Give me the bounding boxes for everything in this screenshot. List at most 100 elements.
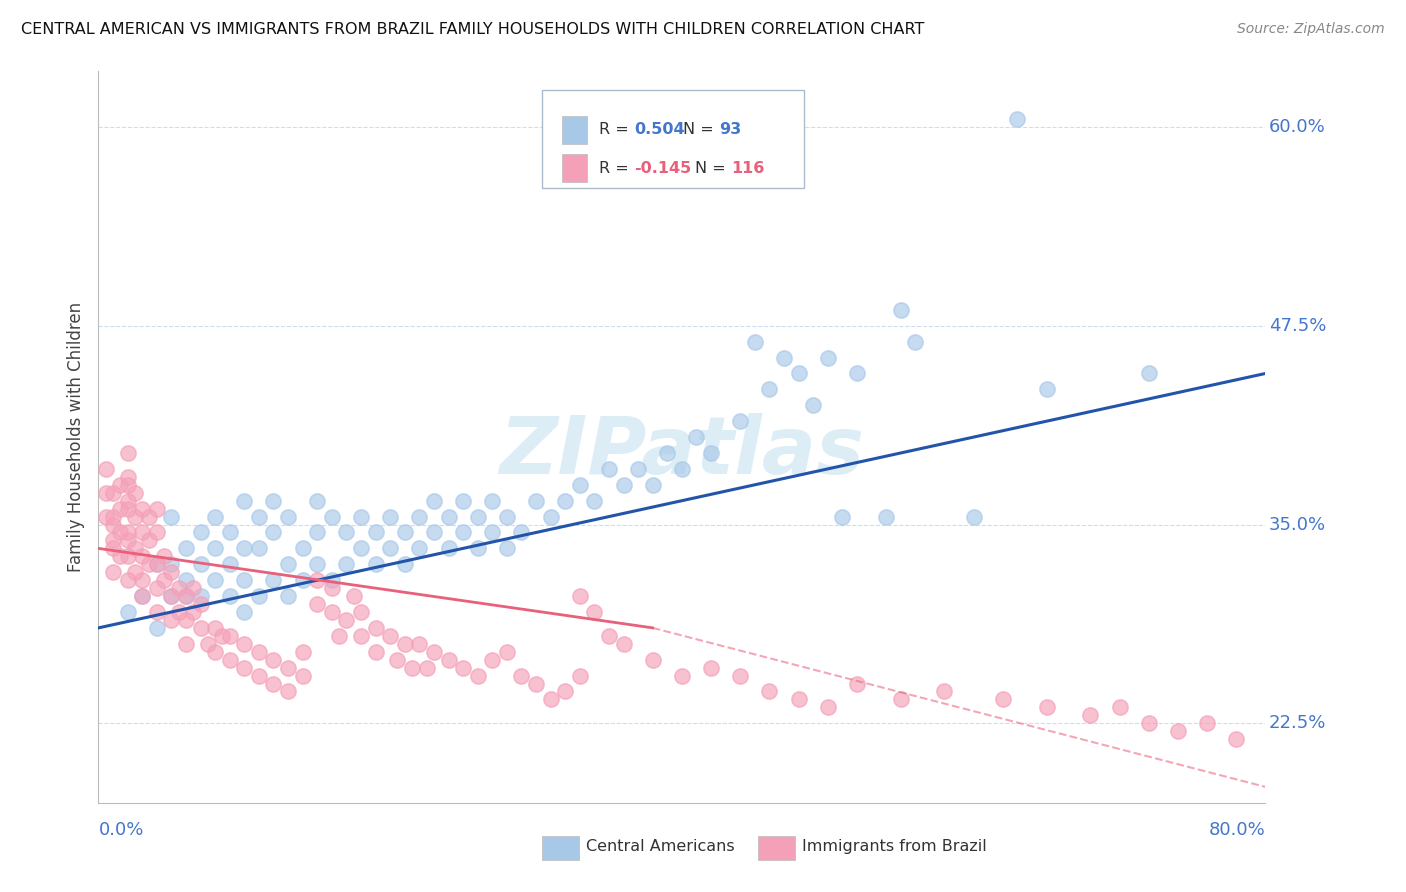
Point [496,541,519,556]
Point [437,509,460,524]
Point [481,493,503,508]
Point [167,605,190,619]
Point [146,501,169,516]
Point [262,493,284,508]
Point [124,566,146,580]
Point [233,605,256,619]
Point [321,573,343,587]
Point [1007,112,1029,126]
Text: 60.0%: 60.0% [1268,118,1326,136]
Point [124,509,146,524]
Point [262,573,284,587]
Point [510,525,533,540]
Text: R =: R = [599,122,634,137]
Point [218,629,240,643]
Point [110,549,132,564]
Text: 22.5%: 22.5% [1268,714,1326,732]
Point [146,558,169,572]
Point [1167,724,1189,739]
Point [817,700,839,714]
Point [1137,367,1160,381]
Point [657,446,679,460]
Point [117,573,139,587]
Bar [541,837,579,860]
Text: ZIPatlas: ZIPatlas [499,413,865,491]
Bar [758,837,796,860]
Point [277,660,299,674]
Point [321,605,343,619]
Point [138,509,160,524]
Point [787,367,810,381]
Point [131,589,153,603]
Point [160,589,183,603]
Point [211,629,233,643]
Point [190,597,212,611]
Point [700,660,723,674]
Point [598,462,620,476]
Point [101,517,124,532]
Point [612,477,634,491]
Point [467,541,489,556]
Point [247,645,270,659]
Point [321,581,343,595]
Point [612,637,634,651]
Point [962,509,984,524]
Point [160,613,183,627]
Point [801,398,824,412]
Point [307,573,329,587]
Point [307,597,329,611]
Point [131,589,153,603]
Point [291,541,314,556]
Point [423,525,446,540]
Point [730,668,752,682]
Point [233,541,256,556]
Point [554,684,576,698]
Point [124,541,146,556]
Text: 0.0%: 0.0% [98,821,143,839]
Point [247,541,270,556]
Point [758,684,780,698]
Point [350,605,373,619]
Point [262,676,284,690]
Point [131,549,153,564]
Point [1195,716,1218,731]
Point [291,573,314,587]
Point [233,493,256,508]
Point [467,509,489,524]
Point [101,533,124,548]
Point [131,573,153,587]
Point [350,541,373,556]
Point [181,605,204,619]
Point [218,653,240,667]
Point [307,493,329,508]
Point [94,462,117,476]
Point [190,589,212,603]
Point [758,383,780,397]
Point [583,493,606,508]
Point [117,549,139,564]
Point [568,477,591,491]
Point [1225,732,1247,747]
Point [700,446,723,460]
Point [174,637,197,651]
Point [1137,716,1160,731]
Point [204,645,226,659]
Point [138,558,160,572]
Point [277,684,299,698]
Point [817,351,839,365]
Point [846,676,869,690]
Y-axis label: Family Households with Children: Family Households with Children [66,302,84,572]
Point [190,558,212,572]
Point [394,525,416,540]
Point [291,668,314,682]
Bar [562,154,588,182]
Point [744,334,766,349]
Text: 47.5%: 47.5% [1268,317,1326,334]
Point [117,493,139,508]
Point [218,558,240,572]
Point [583,605,606,619]
Point [875,509,897,524]
Point [394,637,416,651]
Point [190,525,212,540]
Point [291,645,314,659]
